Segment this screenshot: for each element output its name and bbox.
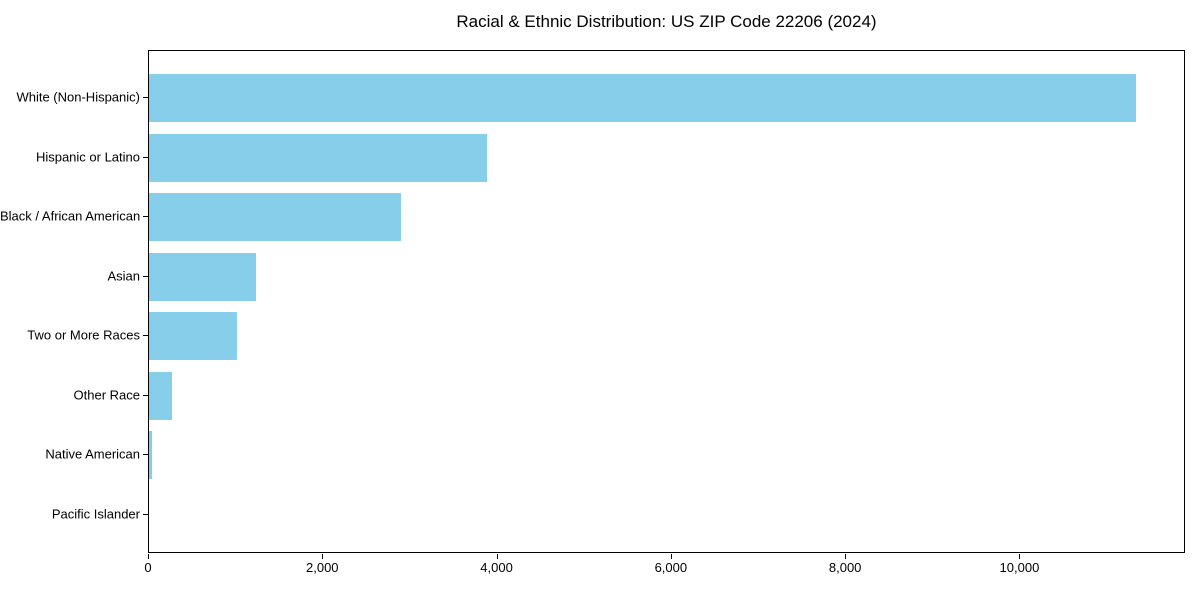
ytick-label-white-non-hispanic: White (Non-Hispanic) — [16, 89, 140, 105]
plot-area — [148, 50, 1185, 553]
xtick-label-4-000: 4,000 — [480, 560, 513, 575]
bar-native-american — [149, 431, 152, 479]
bar-black-african-american — [149, 193, 402, 241]
ytick-mark-two-or-more-races — [143, 335, 148, 336]
ytick-mark-asian — [143, 275, 148, 277]
bar-asian — [149, 252, 256, 301]
xtick-mark-10-000 — [1019, 554, 1021, 559]
xtick-mark-6-000 — [670, 554, 672, 559]
xtick-label-6-000: 6,000 — [654, 560, 688, 575]
bars-container — [149, 51, 1184, 552]
bar-two-or-more-races — [149, 312, 237, 360]
ytick-mark-white-non-hispanic — [143, 97, 148, 98]
ytick-mark-pacific-islander — [143, 513, 148, 515]
ytick-label-black-african-american: Black / African American — [0, 208, 141, 224]
ytick-mark-native-american — [143, 454, 148, 455]
xtick-mark-2-000 — [322, 554, 324, 559]
bar-white-non-hispanic — [149, 74, 1137, 122]
xtick-mark-4-000 — [496, 554, 498, 559]
bar-other-race — [149, 371, 172, 420]
xtick-mark-8-000 — [845, 554, 847, 559]
ytick-mark-hispanic-or-latino — [143, 156, 148, 158]
ytick-label-native-american: Native American — [45, 446, 140, 462]
ytick-label-pacific-islander: Pacific Islander — [51, 506, 140, 521]
ytick-label-other-race: Other Race — [73, 387, 140, 402]
xtick-mark-0 — [148, 554, 149, 559]
xtick-label-0: 0 — [144, 560, 152, 575]
ytick-label-asian: Asian — [107, 268, 140, 283]
xtick-label-8-000: 8,000 — [828, 560, 862, 575]
xtick-label-10-000: 10,000 — [999, 560, 1040, 575]
ytick-mark-black-african-american — [143, 216, 148, 217]
bar-hispanic-or-latino — [149, 133, 488, 182]
ytick-label-two-or-more-races: Two or More Races — [27, 327, 140, 343]
xtick-label-2-000: 2,000 — [306, 560, 339, 575]
ytick-mark-other-race — [143, 394, 148, 396]
chart-title: Racial & Ethnic Distribution: US ZIP Cod… — [456, 12, 877, 31]
ytick-label-hispanic-or-latino: Hispanic or Latino — [35, 149, 140, 164]
